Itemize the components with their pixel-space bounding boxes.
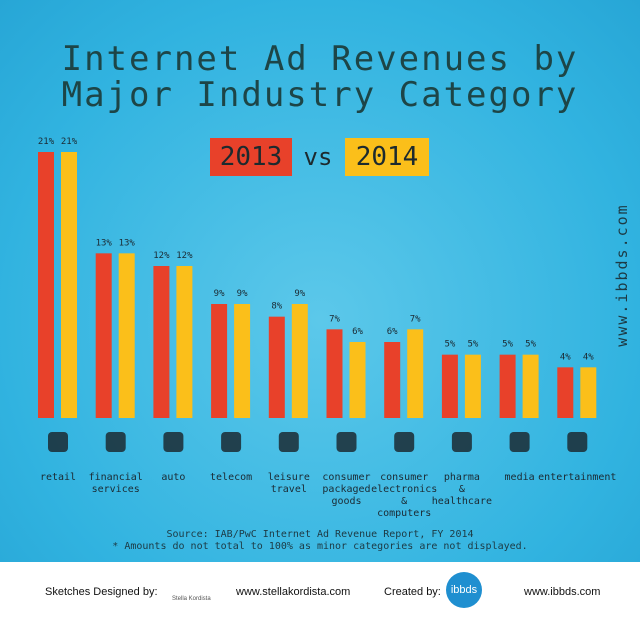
bar [291,304,308,418]
category-label: entertainment [538,472,617,483]
value-label: 9% [294,289,305,299]
category-label: pharma & healthcare [431,472,492,507]
title-line: Major Industry Category [62,75,579,115]
category-label: media [504,472,535,483]
bar [349,342,366,418]
category-label: consumer electronics & computers [371,472,438,519]
designer-url: www.stellakordista.com [236,586,351,598]
category-icon [105,432,126,452]
value-label: 13% [96,238,113,248]
category-icon [451,432,472,452]
value-label: 4% [583,352,594,362]
footer: Sketches Designed by: Stella Kordista ww… [0,562,640,640]
designer-logo: Stella Kordista [172,596,211,602]
bar [384,342,401,418]
bar [95,253,112,418]
value-label: 5% [444,340,455,350]
chart: Internet Ad Revenues by Major Industry C… [38,39,631,552]
category-icon [509,432,530,452]
created-label: Created by: [384,586,441,598]
value-label: 6% [387,327,398,337]
bar [407,329,424,418]
value-label: 4% [560,352,571,362]
value-label: 12% [176,251,193,261]
bar [176,266,193,418]
category-label: financial services [88,472,143,495]
legend-label: 2014 [356,142,419,172]
bar [441,354,458,418]
value-label: 6% [352,327,363,337]
title-line: Internet Ad Revenues by [62,39,579,79]
bar [580,367,597,418]
value-label: 5% [467,340,478,350]
value-label: 7% [410,314,421,324]
category-icon [394,432,415,452]
category-icon [48,432,68,452]
bar [61,152,77,418]
creator-url: www.ibbds.com [524,586,601,598]
creator-logo: ibbds [446,572,482,608]
category-label: leisure travel [267,472,310,495]
category-icon [336,432,357,452]
designed-label: Sketches Designed by: [45,586,158,598]
bar [499,354,516,418]
source: Source: IAB/PwC Internet Ad Revenue Repo… [166,529,473,540]
value-label: 12% [153,251,170,261]
value-label: 5% [502,340,513,350]
value-label: 9% [237,289,248,299]
bar [118,253,135,418]
category-icon [278,432,299,452]
category-label: retail [39,472,77,483]
legend-swatch [210,138,292,176]
legend-separator: vs [304,143,333,171]
bar [522,354,539,418]
value-label: 8% [271,302,282,312]
bar [464,354,481,418]
category-icon [567,432,588,452]
value-label: 5% [525,340,536,350]
value-label: 9% [214,289,225,299]
bar [234,304,251,418]
value-label: 7% [329,314,340,324]
value-label: 21% [38,137,55,147]
category-icon [163,432,184,452]
category-label: consumer packaged goods [322,472,371,507]
bar [268,316,285,418]
bar [326,329,343,418]
category-label: telecom [210,472,253,483]
category-label: auto [161,472,186,483]
bar [38,152,54,418]
bar [557,367,574,418]
legend-swatch [345,138,429,176]
category-icon [221,432,242,452]
watermark: www.ibbds.com [613,203,631,346]
value-label: 13% [119,238,136,248]
note: * Amounts do not total to 100% as minor … [112,541,527,552]
bar [153,266,170,418]
legend-label: 2013 [220,142,283,172]
bar [211,304,228,418]
value-label: 21% [61,137,78,147]
